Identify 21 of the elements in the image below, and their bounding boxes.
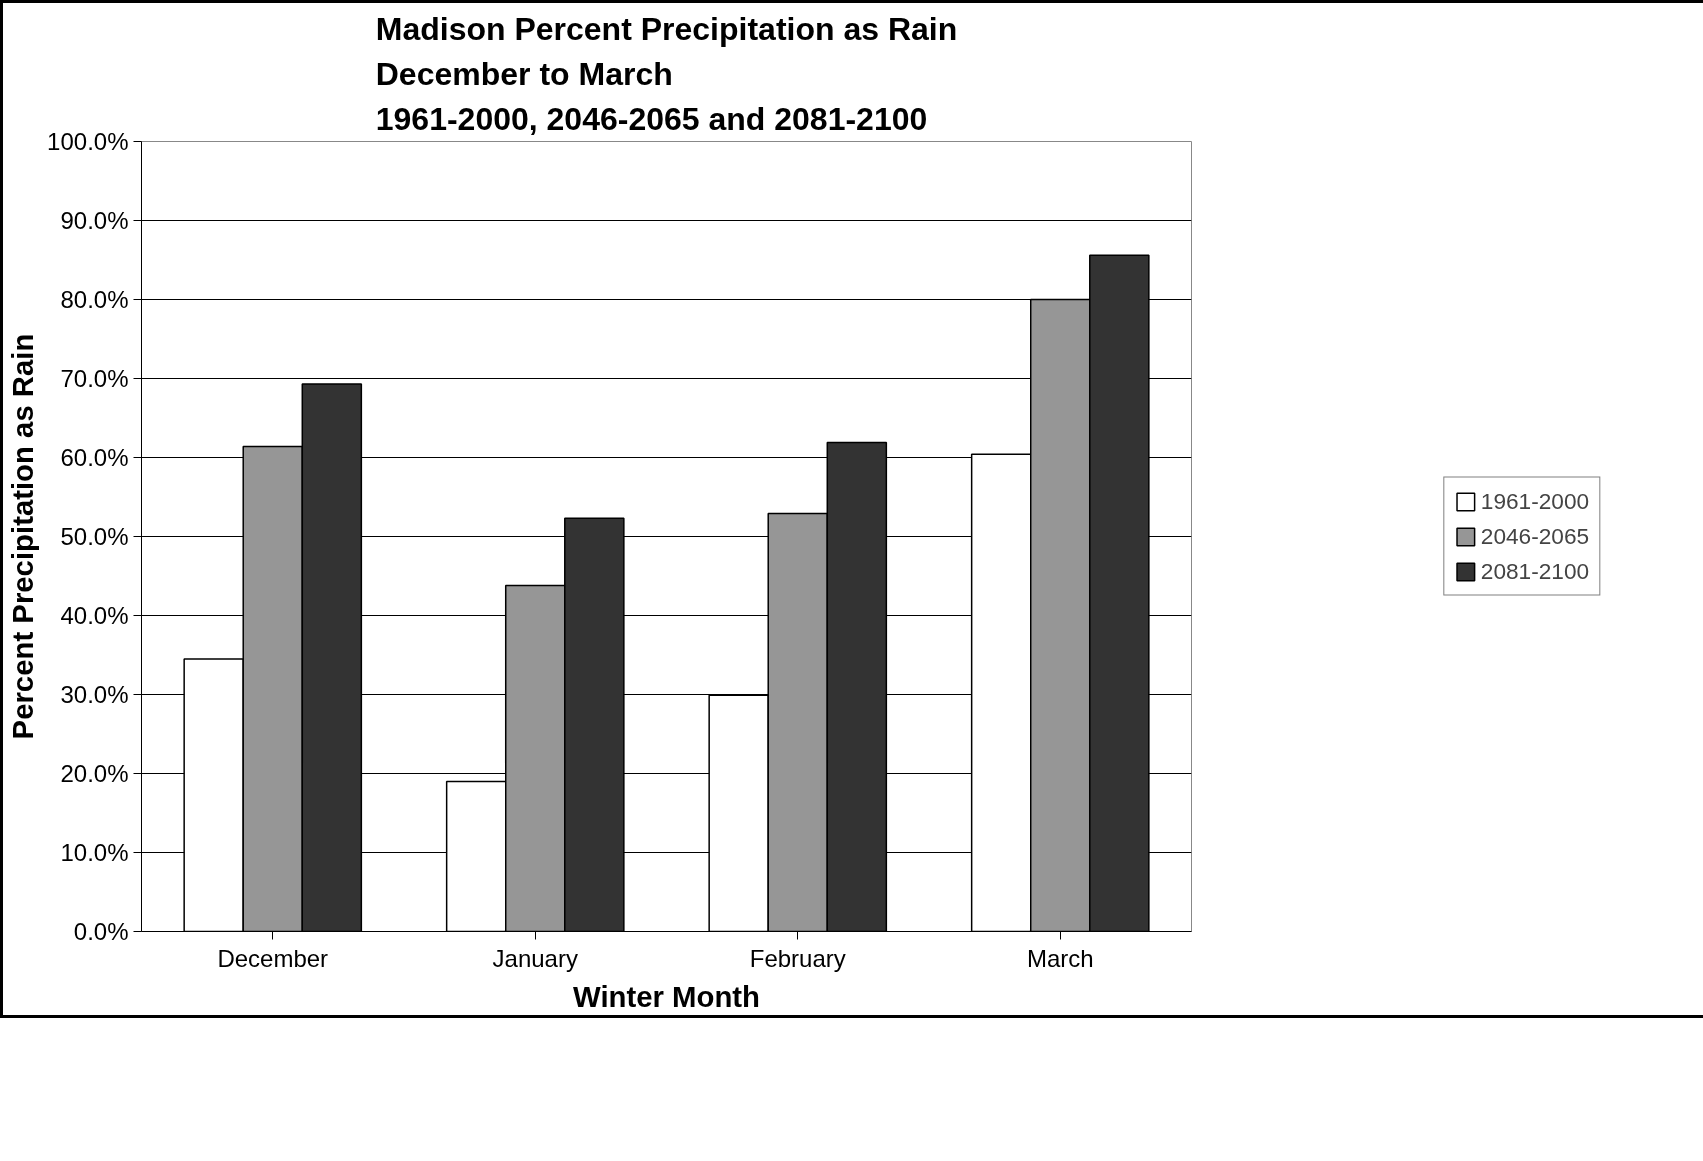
y-tick-label: 0.0% (73, 918, 129, 945)
y-tick-label: 60.0% (60, 444, 129, 471)
y-tick-label: 90.0% (60, 207, 129, 234)
y-tick-label: 100.0% (47, 128, 129, 155)
x-axis-title: Winter Month (572, 979, 761, 1013)
chart-title: Madison Percent Precipitation as Rain December to March 1961-2000, 2046-2065 and 2081-2100 (375, 10, 958, 137)
y-axis-title: Percent Precipitation as Rain (6, 333, 40, 740)
y-tick-label: 50.0% (60, 523, 129, 550)
legend-label: 2081-2100 (1480, 557, 1590, 585)
y-tick-label: 10.0% (60, 839, 129, 866)
x-tick-label: December (217, 944, 329, 972)
legend-label: 1961-2000 (1480, 487, 1590, 515)
x-tick-label: January (492, 944, 578, 972)
x-tick-label: February (749, 944, 846, 972)
y-tick-label: 40.0% (60, 602, 129, 629)
y-tick-label: 20.0% (60, 760, 129, 787)
legend-label: 2046-2065 (1480, 522, 1590, 550)
x-tick-label: March (1026, 944, 1094, 972)
y-tick-label: 70.0% (60, 365, 129, 392)
y-tick-label: 30.0% (60, 681, 129, 708)
y-tick-label: 80.0% (60, 286, 129, 313)
